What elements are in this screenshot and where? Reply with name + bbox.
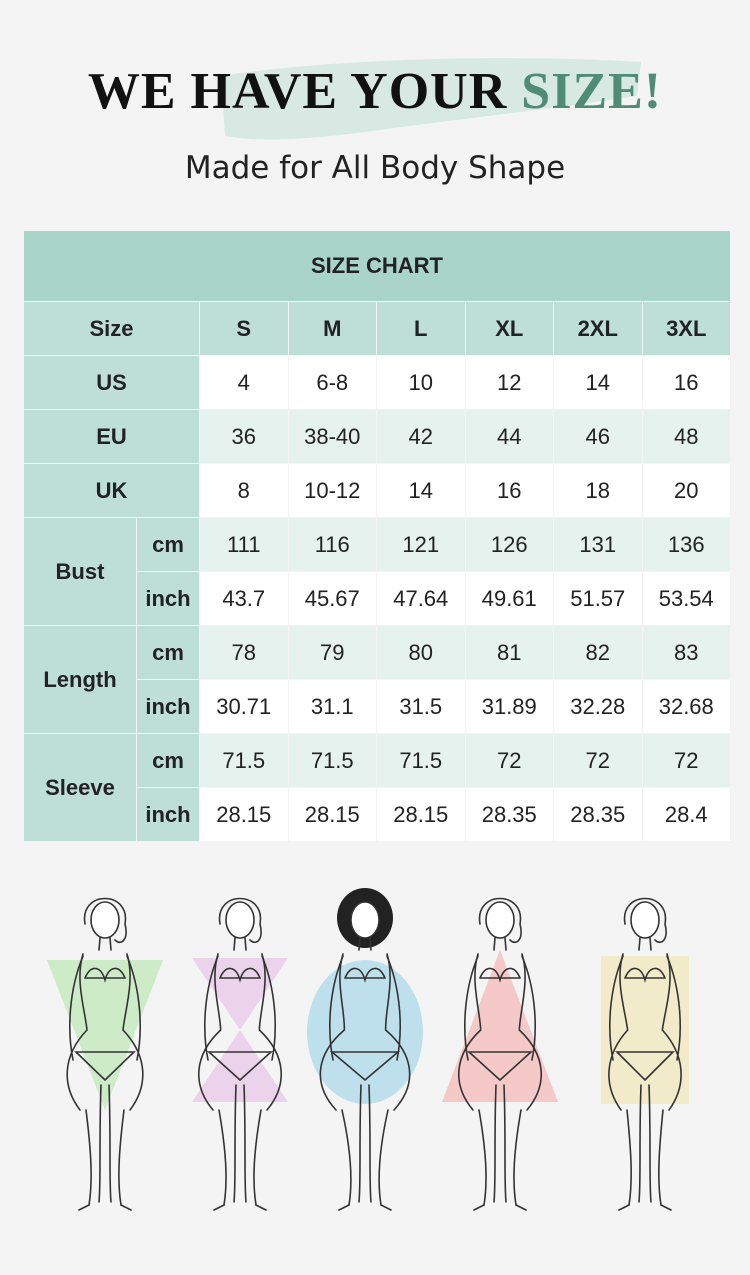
size-label: Size <box>23 301 200 356</box>
page-heading: WE HAVE YOUR SIZE! <box>0 62 750 121</box>
size-header-cell: S <box>199 301 289 356</box>
table-cell: 16 <box>641 355 731 410</box>
unit-label: inch <box>136 571 200 626</box>
table-cell: 121 <box>376 517 466 572</box>
table-cell: 30.71 <box>199 679 289 734</box>
table-row: US 4 6-8 10 12 14 16 <box>23 355 731 410</box>
table-row: EU 36 38-40 42 44 46 48 <box>23 409 731 464</box>
size-header-row: Size S M L XL 2XL 3XL <box>23 301 731 356</box>
pear-body-figure <box>442 897 558 1211</box>
table-cell: 72 <box>641 733 731 788</box>
table-cell: 10 <box>376 355 466 410</box>
size-header-cell: 3XL <box>641 301 731 356</box>
table-cell: 31.1 <box>287 679 377 734</box>
table-cell: 28.4 <box>641 787 731 842</box>
table-cell: 6-8 <box>287 355 377 410</box>
table-row: Bust cm 111 116 121 126 131 136 <box>23 517 731 626</box>
size-header-cell: 2XL <box>553 301 643 356</box>
table-cell: 31.5 <box>376 679 466 734</box>
unit-label: inch <box>136 787 200 842</box>
table-row: Sleeve cm 71.5 71.5 71.5 72 72 72 <box>23 733 731 842</box>
table-cell: 116 <box>287 517 377 572</box>
brush-stroke-decoration <box>221 58 641 140</box>
table-cell: 71.5 <box>199 733 289 788</box>
size-chart-table: SIZE CHART Size S M L XL 2XL 3XL US 4 6-8 10 12 14 16 E… <box>23 230 731 842</box>
unit-label: cm <box>136 625 200 680</box>
table-cell: 44 <box>464 409 554 464</box>
table-cell: 36 <box>199 409 289 464</box>
table-cell: 78 <box>199 625 289 680</box>
measure-label: Sleeve <box>23 733 137 842</box>
unit-label: inch <box>136 679 200 734</box>
table-cell: 79 <box>287 625 377 680</box>
table-cell: 71.5 <box>376 733 466 788</box>
heading-accent-text: SIZE! <box>521 63 663 120</box>
table-cell: 136 <box>641 517 731 572</box>
table-cell: 18 <box>553 463 643 518</box>
unit-label: cm <box>136 733 200 788</box>
table-cell: 28.35 <box>553 787 643 842</box>
table-cell: 126 <box>464 517 554 572</box>
table-cell: 28.35 <box>464 787 554 842</box>
table-cell: 43.7 <box>199 571 289 626</box>
table-cell: 31.89 <box>464 679 554 734</box>
table-cell: 16 <box>464 463 554 518</box>
table-title-row: SIZE CHART <box>23 230 731 302</box>
table-cell: 51.57 <box>553 571 643 626</box>
size-header-cell: L <box>376 301 466 356</box>
inverted-triangle-body-figure <box>47 897 163 1211</box>
table-cell: 14 <box>553 355 643 410</box>
table-cell: 47.64 <box>376 571 466 626</box>
measure-label: Length <box>23 625 137 734</box>
region-label: US <box>23 355 200 410</box>
table-cell: 10-12 <box>287 463 377 518</box>
measure-label: Bust <box>23 517 137 626</box>
region-label: UK <box>23 463 200 518</box>
table-row: inch 43.7 45.67 47.64 49.61 51.57 53.54 <box>24 571 731 626</box>
table-cell: 28.15 <box>376 787 466 842</box>
table-row: inch 30.71 31.1 31.5 31.89 32.28 32.68 <box>24 679 731 734</box>
page-subtitle: Made for All Body Shape <box>184 150 566 186</box>
table-cell: 20 <box>641 463 731 518</box>
table-cell: 38-40 <box>287 409 377 464</box>
table-cell: 80 <box>376 625 466 680</box>
table-cell: 32.68 <box>641 679 731 734</box>
hourglass-body-figure <box>192 897 288 1211</box>
unit-label: cm <box>136 517 200 572</box>
table-cell: 42 <box>376 409 466 464</box>
table-cell: 28.15 <box>287 787 377 842</box>
table-row: inch 28.15 28.15 28.15 28.35 28.35 28.4 <box>24 787 731 842</box>
table-cell: 72 <box>553 733 643 788</box>
table-cell: 48 <box>641 409 731 464</box>
table-cell: 81 <box>464 625 554 680</box>
table-cell: 14 <box>376 463 466 518</box>
table-cell: 4 <box>199 355 289 410</box>
table-cell: 45.67 <box>287 571 377 626</box>
rectangle-body-figure <box>601 897 689 1211</box>
table-cell: 32.28 <box>553 679 643 734</box>
table-cell: 49.61 <box>464 571 554 626</box>
table-cell: 111 <box>199 517 289 572</box>
size-header-cell: M <box>287 301 377 356</box>
table-cell: 46 <box>553 409 643 464</box>
table-cell: 71.5 <box>287 733 377 788</box>
table-cell: 82 <box>553 625 643 680</box>
table-cell: 83 <box>641 625 731 680</box>
round-body-figure <box>307 888 423 1211</box>
table-cell: 8 <box>199 463 289 518</box>
table-row: UK 8 10-12 14 16 18 20 <box>23 463 731 518</box>
table-row: Length cm 78 79 80 81 82 83 <box>23 625 731 734</box>
heading-main-text: WE HAVE YOUR <box>87 63 522 120</box>
size-header-cell: XL <box>464 301 554 356</box>
table-cell: 28.15 <box>199 787 289 842</box>
table-cell: 72 <box>464 733 554 788</box>
table-title: SIZE CHART <box>23 230 731 302</box>
table-cell: 131 <box>553 517 643 572</box>
table-cell: 12 <box>464 355 554 410</box>
region-label: EU <box>23 409 200 464</box>
table-cell: 53.54 <box>641 571 731 626</box>
body-shape-illustrations <box>47 888 689 1211</box>
